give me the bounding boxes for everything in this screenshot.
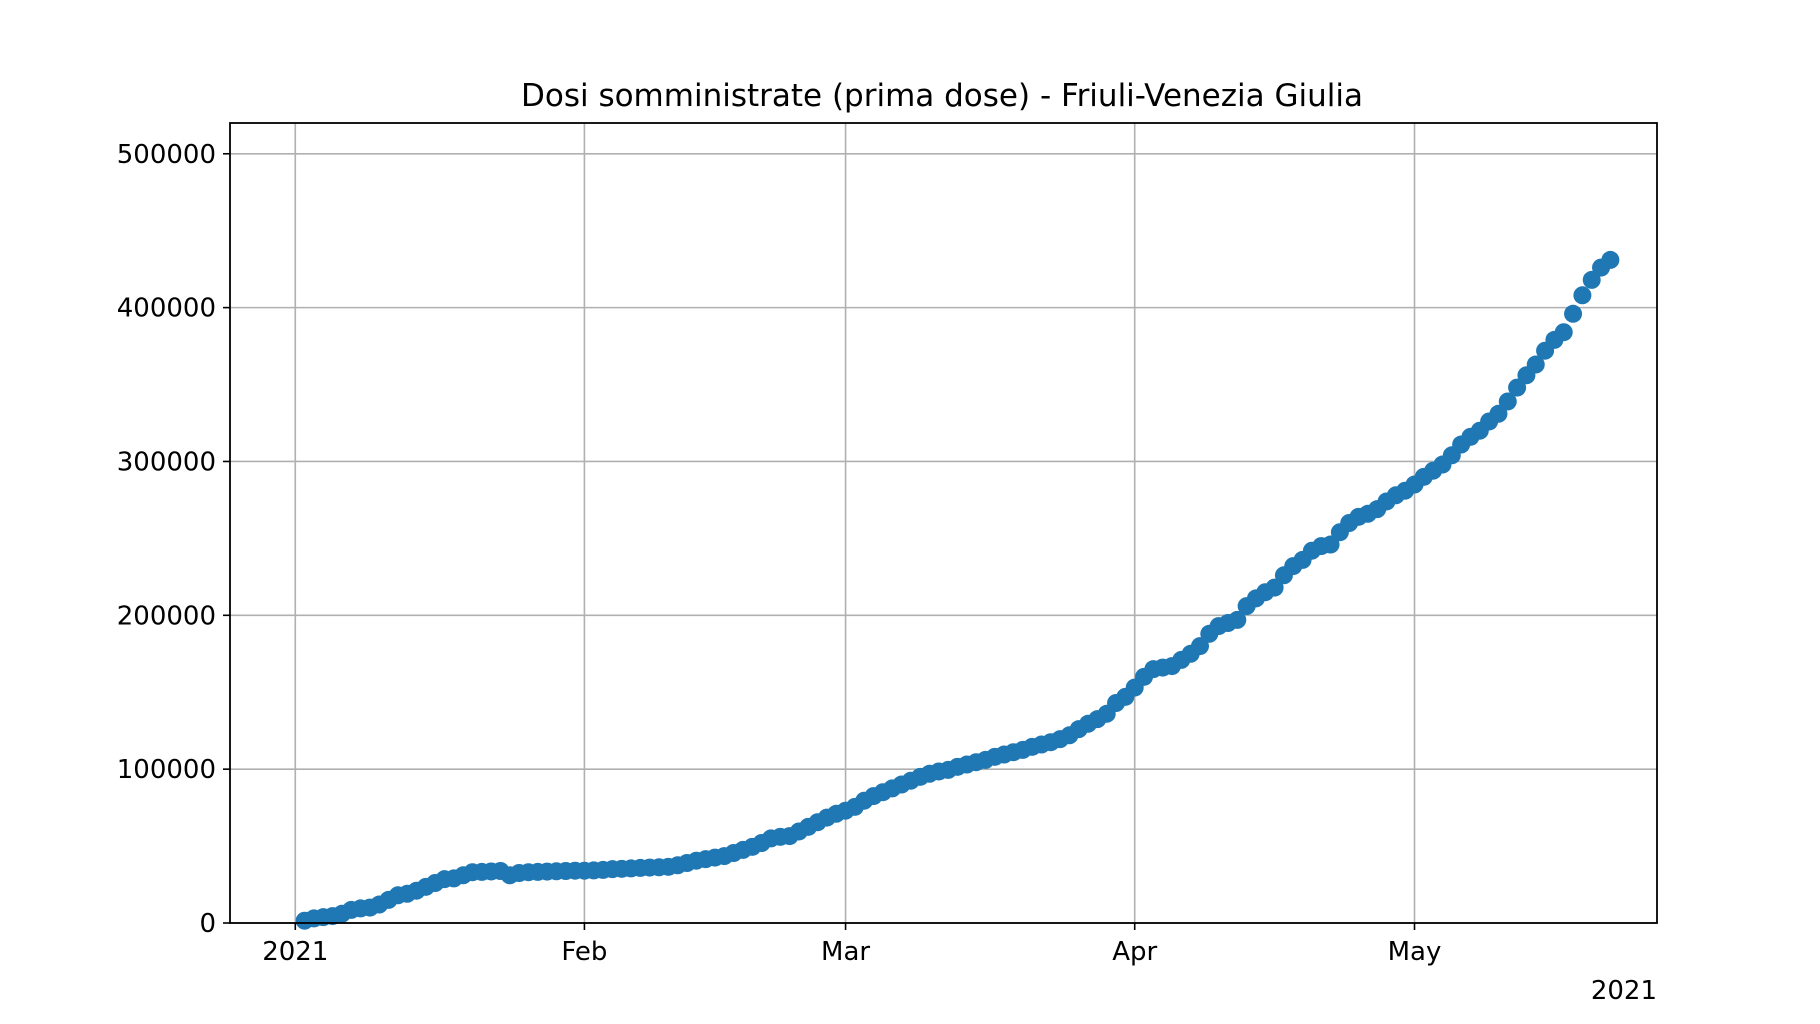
data-point bbox=[1554, 323, 1573, 342]
x-axis-offset-label: 2021 bbox=[1591, 976, 1657, 1006]
data-point bbox=[1321, 535, 1340, 554]
data-point bbox=[1564, 304, 1583, 323]
data-points bbox=[295, 250, 1620, 930]
x-tick-label: Feb bbox=[561, 937, 607, 967]
chart-title: Dosi somministrate (prima dose) - Friuli… bbox=[521, 78, 1363, 114]
data-point bbox=[1228, 610, 1247, 629]
data-point bbox=[1573, 286, 1592, 305]
data-point bbox=[1498, 392, 1517, 411]
data-point bbox=[1190, 637, 1209, 656]
y-axis: 0 100000 200000 300000 400000 500000 bbox=[117, 140, 230, 939]
y-tick-label: 100000 bbox=[117, 755, 216, 785]
data-point bbox=[1508, 378, 1527, 397]
plot-frame bbox=[229, 122, 1658, 924]
x-tick-label: 2021 bbox=[262, 937, 328, 967]
x-tick-label: May bbox=[1388, 937, 1442, 967]
x-axis: 2021 Feb Mar Apr May bbox=[262, 923, 1441, 967]
y-tick-label: 0 bbox=[199, 909, 216, 939]
y-tick-label: 300000 bbox=[117, 447, 216, 477]
y-tick-label: 200000 bbox=[117, 601, 216, 631]
data-point bbox=[1265, 578, 1284, 597]
data-point bbox=[1582, 270, 1601, 289]
data-point bbox=[1489, 404, 1508, 423]
x-tick-label: Apr bbox=[1112, 937, 1157, 967]
y-tick-label: 400000 bbox=[117, 294, 216, 324]
x-tick-label: Mar bbox=[821, 937, 870, 967]
y-tick-label: 500000 bbox=[117, 140, 216, 170]
data-point bbox=[1601, 250, 1620, 269]
data-point bbox=[1526, 355, 1545, 374]
